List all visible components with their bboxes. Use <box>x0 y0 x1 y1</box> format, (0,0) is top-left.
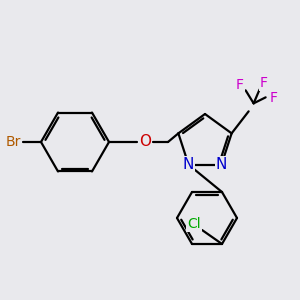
Text: F: F <box>260 76 268 90</box>
Text: F: F <box>236 78 244 92</box>
Text: Cl: Cl <box>187 217 201 231</box>
Text: N: N <box>216 157 227 172</box>
Text: F: F <box>270 91 278 105</box>
Text: Br: Br <box>5 135 21 149</box>
Text: O: O <box>139 134 151 149</box>
Text: N: N <box>183 157 194 172</box>
